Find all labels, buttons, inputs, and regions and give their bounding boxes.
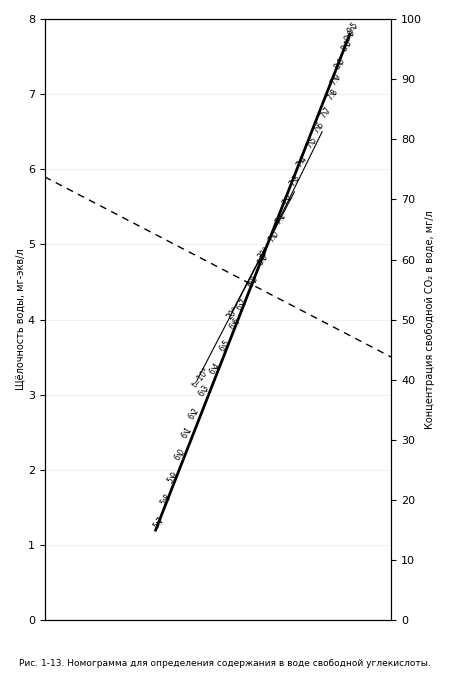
Text: 20°: 20° [225,306,241,321]
Text: 30°: 30° [256,245,272,261]
Text: 6.1: 6.1 [180,425,194,440]
Text: 7.2: 7.2 [280,192,295,207]
Text: 7.7: 7.7 [319,105,333,121]
Text: 8.0: 8.0 [333,57,346,72]
Text: 9.0: 9.0 [343,28,357,43]
Y-axis label: Концентрация свободной CO₂ в воде, мг/л: Концентрация свободной CO₂ в воде, мг/л [425,210,435,429]
Text: 7.6: 7.6 [311,120,326,136]
Text: 6.0: 6.0 [173,448,187,462]
Text: 6.4: 6.4 [207,361,222,376]
Text: t=10°: t=10° [190,366,212,389]
Text: 6.5: 6.5 [218,338,232,354]
Text: 6.2: 6.2 [187,406,201,421]
Text: 7.9: 7.9 [329,72,343,86]
Text: 9.5: 9.5 [346,20,360,36]
Y-axis label: Щёлочность воды, мг-экв/л: Щёлочность воды, мг-экв/л [15,249,25,390]
Text: 5.8: 5.8 [159,493,173,508]
Text: 6.9: 6.9 [256,252,270,267]
Text: 7.5: 7.5 [305,136,319,151]
Text: 5.7: 5.7 [152,515,166,530]
Text: 6.6: 6.6 [228,316,243,331]
Text: 7.8: 7.8 [325,86,340,102]
Text: 7.3: 7.3 [287,173,302,188]
Text: 7.4: 7.4 [294,155,309,169]
Text: 7.1: 7.1 [273,211,288,225]
Text: 8.5: 8.5 [339,38,354,53]
Text: 5.9: 5.9 [166,470,180,485]
Text: 6.7: 6.7 [235,297,249,312]
Text: 6.8: 6.8 [246,275,260,290]
Text: 6.3: 6.3 [197,383,211,398]
Text: 7.0: 7.0 [266,230,281,244]
Text: Рис. 1-13. Номограмма для определения содержания в воде свободной углекислоты.: Рис. 1-13. Номограмма для определения со… [19,659,431,668]
